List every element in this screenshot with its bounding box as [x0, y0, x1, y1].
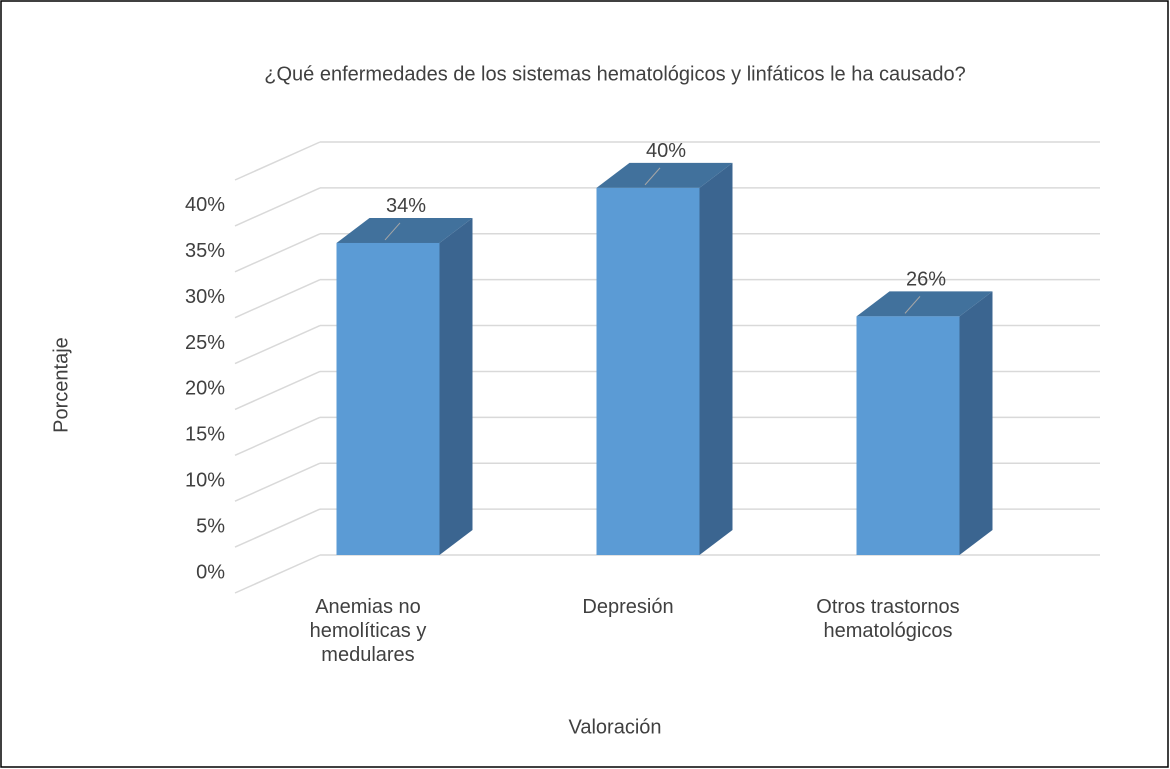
grid-line [234, 278, 321, 319]
label-leader [904, 296, 921, 314]
x-tick-label: Otros trastornos hematológicos [816, 596, 960, 642]
y-tick-label: 20% [185, 378, 225, 400]
x-tick-label: Depresión [582, 596, 674, 618]
bar-side [699, 162, 733, 555]
x-axis-title: Valoración [568, 716, 661, 738]
grid-line [234, 233, 321, 273]
y-tick-label: 40% [185, 194, 225, 216]
x-tick-label: Anemias no hemolíticas y medulares [309, 596, 427, 666]
y-axis-title: Porcentaje [50, 337, 72, 433]
y-tick-label: 10% [185, 470, 225, 492]
grid-line [234, 554, 321, 594]
grid-line [234, 187, 321, 227]
bar [856, 316, 960, 555]
y-tick-label: 30% [185, 286, 225, 308]
bar [336, 242, 440, 555]
data-label: 26% [906, 269, 946, 291]
bar-side [439, 217, 473, 555]
y-tick-label: 35% [185, 240, 225, 262]
bar-top [596, 162, 733, 188]
y-tick-label: 15% [185, 424, 225, 446]
grid-line [234, 416, 321, 457]
y-tick-label: 25% [185, 332, 225, 354]
chart-title: ¿Qué enfermedades de los sistemas hemato… [264, 63, 966, 85]
data-label: 34% [386, 195, 426, 217]
label-leader [384, 222, 401, 241]
y-tick-label: 5% [196, 515, 225, 537]
bar [596, 187, 700, 555]
wall-edge [234, 141, 321, 181]
grid-line [234, 508, 321, 548]
bar-top [856, 291, 993, 317]
y-tick-label: 0% [196, 561, 225, 583]
label-leader [644, 167, 661, 186]
grid-line [234, 370, 321, 411]
grid-line [234, 324, 321, 365]
data-label: 40% [646, 140, 686, 162]
grid-line [234, 462, 321, 502]
bar-side [959, 291, 993, 555]
bar-top [336, 217, 473, 243]
